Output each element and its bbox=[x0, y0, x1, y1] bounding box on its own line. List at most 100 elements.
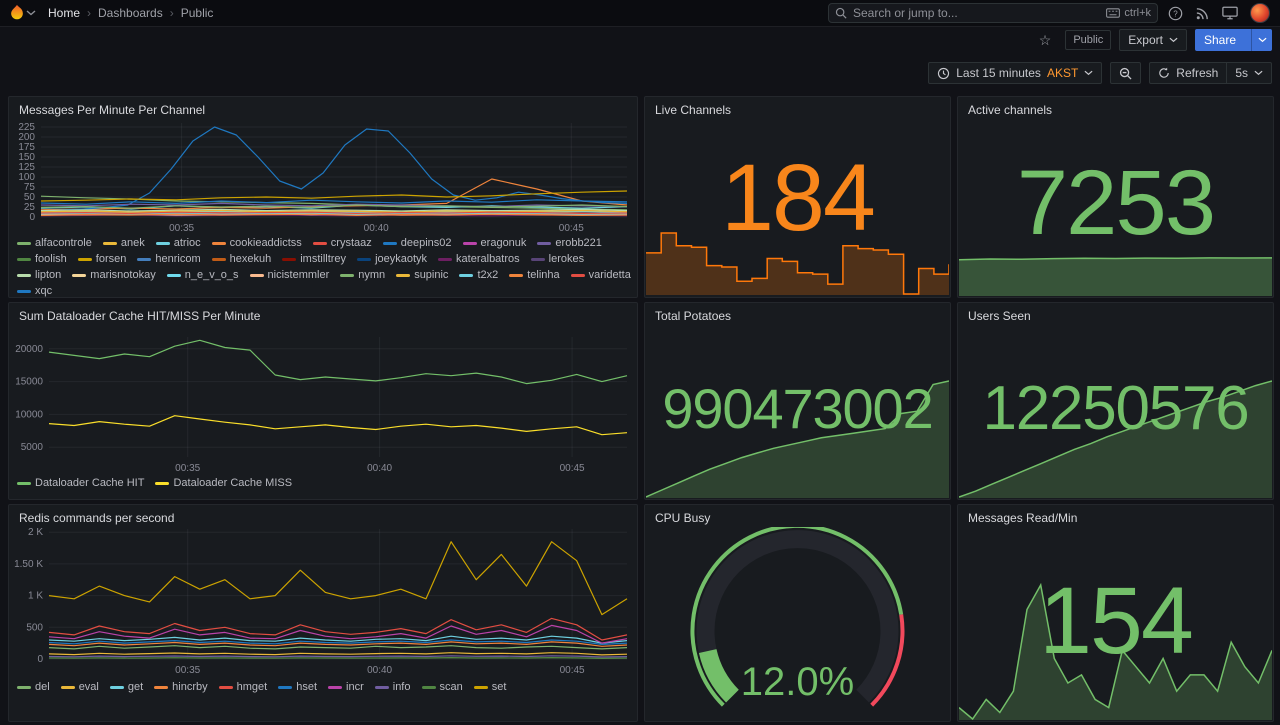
zoom-out-button[interactable] bbox=[1110, 62, 1142, 84]
legend-series-label: supinic bbox=[414, 269, 449, 281]
legend-item[interactable]: crystaaz bbox=[312, 237, 372, 249]
legend-item[interactable]: atrioc bbox=[155, 237, 201, 249]
legend-item[interactable]: hexekuh bbox=[211, 253, 271, 265]
help-icon[interactable]: ? bbox=[1168, 6, 1183, 21]
legend-item[interactable]: xqc bbox=[17, 285, 52, 297]
legend-item[interactable]: varidetta bbox=[570, 269, 631, 281]
breadcrumb-home[interactable]: Home bbox=[48, 6, 81, 20]
legend-item[interactable]: marisnotokay bbox=[72, 269, 156, 281]
legend-item[interactable]: supinic bbox=[396, 269, 448, 281]
legend-series-label: henricom bbox=[155, 253, 201, 265]
breadcrumb: Home › Dashboards › Public bbox=[48, 6, 213, 20]
panel-title[interactable]: Active channels bbox=[968, 103, 1053, 117]
legend-item[interactable]: nymn bbox=[340, 269, 385, 281]
legend-item[interactable]: telinha bbox=[509, 269, 560, 281]
legend-item[interactable]: n_e_v_o_s bbox=[166, 269, 239, 281]
user-avatar[interactable] bbox=[1250, 3, 1270, 23]
legend-item[interactable]: erobb221 bbox=[537, 237, 602, 249]
chevron-down-icon bbox=[1169, 37, 1178, 43]
legend-item[interactable]: forsen bbox=[77, 253, 126, 265]
legend-item[interactable]: scan bbox=[421, 681, 463, 693]
search-input[interactable]: Search or jump to... ctrl+k bbox=[828, 3, 1158, 23]
legend-series-color bbox=[278, 685, 293, 689]
legend-item[interactable]: eragonuk bbox=[462, 237, 526, 249]
svg-text:00:40: 00:40 bbox=[364, 223, 389, 233]
svg-text:0: 0 bbox=[37, 654, 43, 665]
legend-item[interactable]: lerokes bbox=[530, 253, 584, 265]
legend-series-color bbox=[282, 257, 297, 261]
timezone-label: AKST bbox=[1046, 66, 1079, 80]
legend-series-label: Dataloader Cache MISS bbox=[173, 477, 293, 489]
chevron-down-icon bbox=[1084, 70, 1093, 76]
legend-series-label: crystaaz bbox=[330, 237, 372, 249]
legend-series-label: t2x2 bbox=[477, 269, 499, 281]
stat-value: 990473002 bbox=[662, 377, 933, 440]
legend-series-color bbox=[155, 241, 170, 245]
share-button[interactable]: Share bbox=[1203, 33, 1236, 47]
legend-series-color bbox=[530, 257, 545, 261]
legend-series-color bbox=[459, 273, 474, 277]
panel-title[interactable]: Live Channels bbox=[655, 103, 732, 117]
favorite-star-button[interactable]: ☆ bbox=[1033, 31, 1058, 50]
panel-title[interactable]: Messages Read/Min bbox=[968, 511, 1078, 525]
legend-item[interactable]: eval bbox=[60, 681, 99, 693]
legend-item[interactable]: alfacontrole bbox=[17, 237, 92, 249]
refresh-button[interactable]: Refresh bbox=[1149, 62, 1228, 84]
legend-item[interactable]: lipton bbox=[17, 269, 61, 281]
legend-item[interactable]: set bbox=[473, 681, 506, 693]
legend-item[interactable]: hset bbox=[278, 681, 317, 693]
share-menu-button[interactable] bbox=[1251, 29, 1272, 51]
legend-item[interactable]: Dataloader Cache HIT bbox=[17, 477, 144, 489]
legend-series-color bbox=[166, 273, 181, 277]
legend-item[interactable]: nicistemmler bbox=[249, 269, 329, 281]
legend-item[interactable]: t2x2 bbox=[459, 269, 498, 281]
monitor-icon[interactable] bbox=[1222, 6, 1238, 20]
export-button[interactable]: Export bbox=[1119, 29, 1187, 51]
legend-item[interactable]: Dataloader Cache MISS bbox=[155, 477, 292, 489]
panel-title[interactable]: Redis commands per second bbox=[19, 511, 175, 525]
top-nav-bar: Home › Dashboards › Public Search or jum… bbox=[0, 0, 1280, 27]
breadcrumb-dashboards[interactable]: Dashboards bbox=[98, 6, 163, 20]
legend-series-label: info bbox=[392, 681, 411, 693]
legend-item[interactable]: kateralbatros bbox=[438, 253, 520, 265]
panel-title[interactable]: Messages Per Minute Per Channel bbox=[19, 103, 206, 117]
org-switcher-chevron-icon[interactable] bbox=[26, 10, 36, 16]
timeseries-chart[interactable]: 0 25 50 75 100 125 150 175 200 225 00:35 00:40 00:45 bbox=[13, 119, 631, 234]
refresh-interval-button[interactable]: 5s bbox=[1227, 62, 1272, 84]
svg-text:00:45: 00:45 bbox=[560, 665, 585, 675]
legend-item[interactable]: deepins02 bbox=[382, 237, 452, 249]
legend-item[interactable]: imstilltrey bbox=[282, 253, 346, 265]
news-rss-icon[interactable] bbox=[1195, 6, 1210, 21]
legend-series-label: atrioc bbox=[173, 237, 201, 249]
svg-text:0: 0 bbox=[29, 212, 35, 223]
legend-item[interactable]: hmget bbox=[218, 681, 267, 693]
breadcrumb-public[interactable]: Public bbox=[180, 6, 214, 20]
sparkline bbox=[958, 582, 1273, 721]
legend-item[interactable]: joeykaotyk bbox=[357, 253, 427, 265]
legend-item[interactable]: incr bbox=[328, 681, 364, 693]
svg-text:200: 200 bbox=[18, 132, 35, 143]
legend-item[interactable]: foolish bbox=[17, 253, 67, 265]
svg-text:00:40: 00:40 bbox=[367, 463, 392, 473]
legend-series-color bbox=[421, 685, 436, 689]
breadcrumb-separator-icon: › bbox=[169, 6, 174, 20]
legend-item[interactable]: get bbox=[109, 681, 143, 693]
panel-title[interactable]: Users Seen bbox=[968, 309, 1031, 323]
panel-title[interactable]: Sum Dataloader Cache HIT/MISS Per Minute bbox=[19, 309, 261, 323]
legend-item[interactable]: cookieaddictss bbox=[211, 237, 302, 249]
panel-title[interactable]: CPU Busy bbox=[655, 511, 711, 525]
svg-text:20000: 20000 bbox=[15, 344, 43, 355]
legend-series-color bbox=[154, 685, 169, 689]
svg-text:125: 125 bbox=[18, 162, 35, 173]
panel-title[interactable]: Total Potatoes bbox=[655, 309, 732, 323]
legend-series-color bbox=[17, 241, 31, 245]
time-range-picker[interactable]: Last 15 minutes AKST bbox=[928, 62, 1103, 84]
legend-item[interactable]: del bbox=[17, 681, 50, 693]
legend-item[interactable]: henricom bbox=[137, 253, 201, 265]
timeseries-chart[interactable]: 5000 10000 15000 20000 00:35 00:40 00:45 bbox=[13, 333, 631, 474]
grafana-logo[interactable] bbox=[8, 4, 26, 22]
timeseries-chart[interactable]: 0 500 1 K 1.50 K 2 K 00:35 00:40 00:45 bbox=[13, 525, 631, 676]
legend-item[interactable]: hincrby bbox=[154, 681, 208, 693]
legend-item[interactable]: anek bbox=[102, 237, 145, 249]
legend-item[interactable]: info bbox=[374, 681, 411, 693]
